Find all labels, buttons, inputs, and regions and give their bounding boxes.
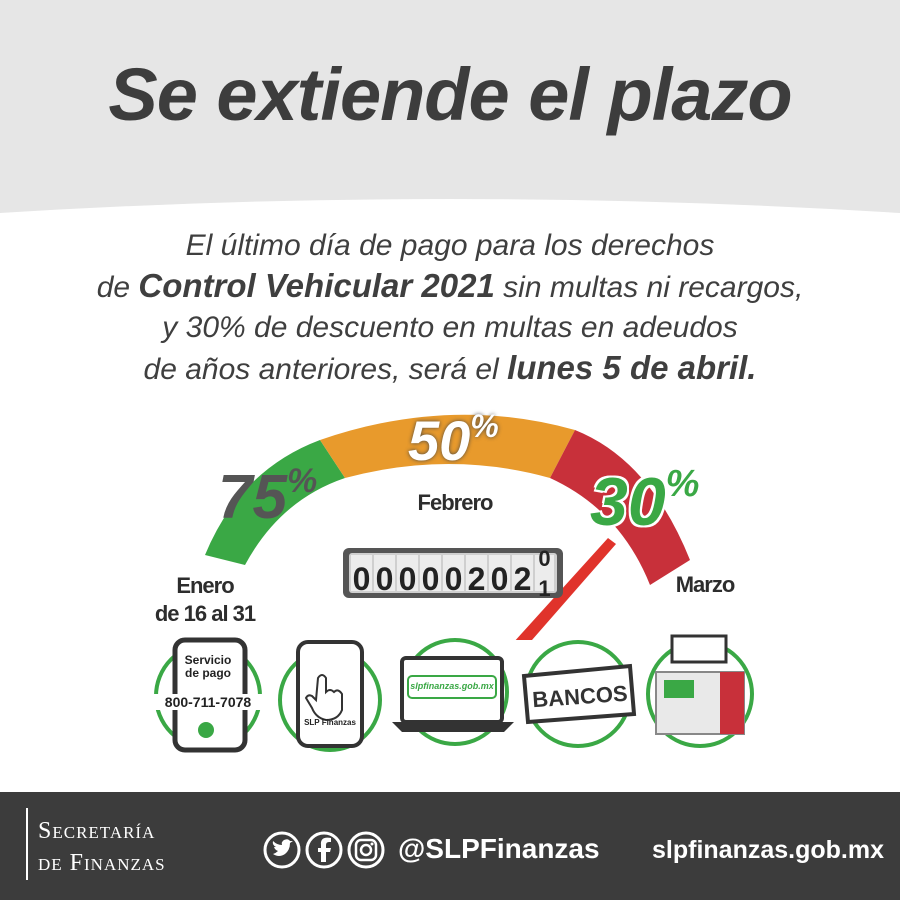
subtitle-highlight-control: Control Vehicular 2021 (138, 267, 495, 304)
subtitle-block: El último día de pago para los derechos … (0, 226, 900, 390)
label-marzo: Marzo (675, 572, 736, 597)
facebook-icon[interactable] (305, 831, 343, 869)
odometer-cell (420, 555, 441, 591)
odometer-cell (443, 555, 464, 591)
pct-30-sign: % (665, 463, 700, 505)
gauge-needle (515, 538, 616, 640)
touch-hand-icon (278, 640, 382, 752)
gauge-segment-enero (205, 440, 345, 565)
phone-service-title: Servicio de pago (183, 654, 233, 680)
twitter-icon[interactable] (263, 831, 301, 869)
odometer-roll-cell (535, 555, 554, 591)
odometer-digit: 2 (468, 561, 486, 597)
page-title: Se extiende el plazo (108, 53, 792, 136)
odometer-digit: 2 (514, 561, 532, 597)
pct-75-sign: % (286, 462, 318, 500)
odometer-digit: 0 (422, 561, 440, 597)
org-name-line-2: de Finanzas (38, 850, 166, 876)
phone-number[interactable]: 800-711-7078 (148, 694, 268, 710)
subtitle-line-2: de Control Vehicular 2021 sin multas ni … (0, 266, 900, 308)
odometer-digit: 0 (376, 561, 394, 597)
pct-50-value: 50 (408, 409, 471, 472)
atm-kiosk-icon (646, 634, 754, 748)
odometer-cell (512, 555, 533, 591)
odometer-digit: 0 (353, 561, 371, 597)
pct-50-sign: % (470, 408, 499, 444)
odometer-roll-top: 0 (538, 546, 550, 571)
social-icons (263, 831, 385, 869)
label-enero: Enero de 16 al 31 (150, 572, 260, 628)
discount-gauge: 0 0 0 0 0 2 0 201 (205, 414, 690, 640)
bank-banner-icon (521, 640, 637, 748)
subtitle-line-4: de años anteriores, será el lunes 5 de a… (0, 348, 900, 390)
odometer-digit: 0 (445, 561, 463, 597)
pct-30-value: 30 (590, 464, 666, 540)
subtitle-line-2-post: sin multas ni recargos, (494, 271, 804, 304)
subtitle-line-4-pre: de años anteriores, será el (143, 353, 508, 386)
phone-service-title-1: Servicio (184, 653, 232, 667)
gauge-segment-marzo (550, 430, 690, 585)
pct-30: 30% (590, 463, 699, 541)
subtitle-highlight-date: lunes 5 de abril. (507, 349, 757, 386)
subtitle-line-1: El último día de pago para los derechos (185, 229, 715, 262)
social-handle[interactable]: @SLPFinanzas (398, 833, 600, 864)
odometer-cell (351, 555, 372, 591)
app-label: SLP Finanzas (304, 718, 356, 727)
odometer: 0 0 0 0 0 2 0 201 (343, 546, 563, 601)
footer-website[interactable]: slpfinanzas.gob.mx (652, 836, 884, 864)
website-label[interactable]: slpfinanzas.gob.mx (410, 681, 494, 691)
odometer-digit: 0 (491, 561, 509, 597)
subtitle-line-2-pre: de (96, 271, 139, 304)
footer (0, 792, 900, 900)
payment-methods (154, 634, 754, 753)
odometer-cell (466, 555, 487, 591)
pct-75: 75% (218, 462, 317, 533)
odometer-cell (489, 555, 510, 591)
pct-50: 50% (408, 408, 499, 473)
odometer-cell (397, 555, 418, 591)
org-name-line-1: Secretaría (38, 818, 156, 844)
header-band (0, 0, 900, 213)
label-febrero: Febrero (417, 490, 494, 515)
instagram-icon[interactable] (347, 831, 385, 869)
pct-75-value: 75 (218, 463, 287, 532)
odometer-cell (374, 555, 395, 591)
gauge-segment-febrero (320, 414, 575, 478)
laptop-icon (392, 638, 514, 746)
footer-divider (26, 808, 28, 880)
label-enero-month: Enero (176, 573, 234, 598)
odometer-roll-bottom: 1 (538, 576, 550, 601)
label-enero-range: de 16 al 31 (154, 601, 256, 626)
odometer-digit: 0 (399, 561, 417, 597)
phone-service-title-2: de pago (184, 666, 231, 680)
subtitle-line-3: y 30% de descuento en multas en adeudos (162, 311, 738, 344)
